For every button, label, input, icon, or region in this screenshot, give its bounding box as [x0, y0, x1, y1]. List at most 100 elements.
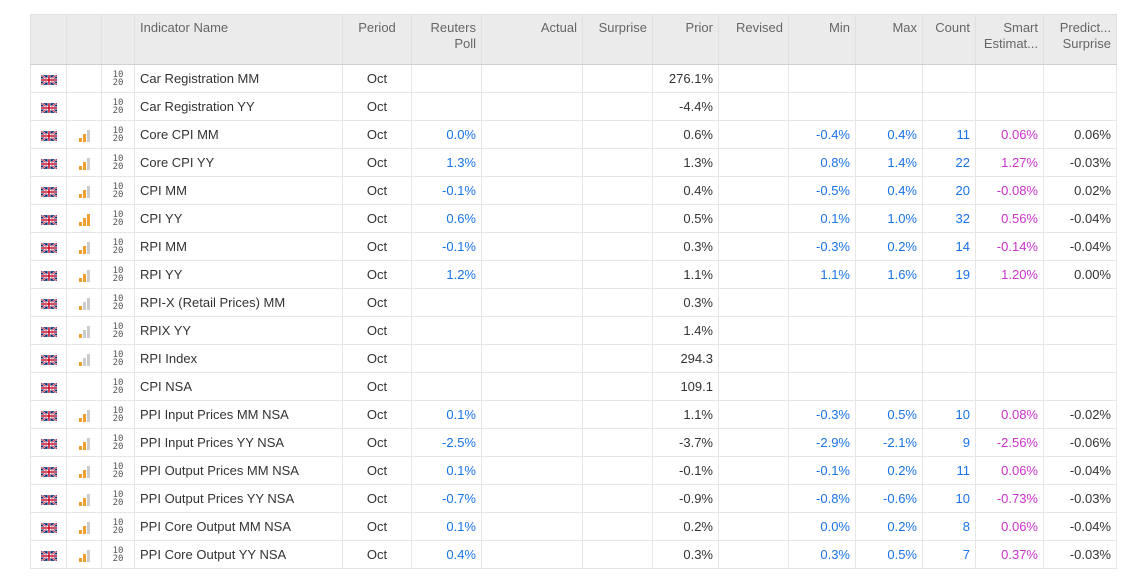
header-period[interactable]: Period	[342, 14, 412, 65]
details-cell[interactable]: 10 20	[101, 372, 135, 401]
data-grid-icon[interactable]: 10 20	[112, 125, 124, 144]
data-grid-icon[interactable]: 10 20	[112, 517, 124, 536]
indicator-name[interactable]: RPI-X (Retail Prices) MM	[134, 288, 343, 317]
table-row[interactable]: 10 20 RPI Index Oct 294.3	[30, 344, 1117, 373]
details-cell[interactable]: 10 20	[101, 148, 135, 177]
details-cell[interactable]: 10 20	[101, 456, 135, 485]
min	[788, 92, 856, 121]
data-grid-icon[interactable]: 10 20	[112, 405, 124, 424]
table-row[interactable]: 10 20 Car Registration YY Oct -4.4%	[30, 92, 1117, 121]
details-cell[interactable]: 10 20	[101, 540, 135, 569]
importance-cell	[66, 372, 102, 401]
table-row[interactable]: 10 20 CPI MM Oct -0.1% 0.4% -0.5% 0.4% 20 -0.08% 0…	[30, 176, 1117, 205]
data-grid-icon[interactable]: 10 20	[112, 489, 124, 508]
table-row[interactable]: 10 20 PPI Core Output YY NSA Oct 0.4% 0.3% 0.3…	[30, 540, 1117, 569]
table-row[interactable]: 10 20 Core CPI YY Oct 1.3% 1.3% 0.8% 1.4% 22 1.27…	[30, 148, 1117, 177]
details-cell[interactable]: 10 20	[101, 92, 135, 121]
details-cell[interactable]: 10 20	[101, 204, 135, 233]
indicator-name[interactable]: Core CPI YY	[134, 148, 343, 177]
details-cell[interactable]: 10 20	[101, 260, 135, 289]
indicator-name[interactable]: CPI MM	[134, 176, 343, 205]
table-row[interactable]: 10 20 Core CPI MM Oct 0.0% 0.6% -0.4% 0.4% 11 0.0…	[30, 120, 1117, 149]
indicator-name[interactable]: Car Registration YY	[134, 92, 343, 121]
data-grid-icon[interactable]: 10 20	[112, 461, 124, 480]
details-cell[interactable]: 10 20	[101, 512, 135, 541]
indicator-name[interactable]: Car Registration MM	[134, 64, 343, 93]
header-predicted-surprise[interactable]: Predict... Surprise	[1043, 14, 1117, 65]
details-cell[interactable]: 10 20	[101, 176, 135, 205]
details-cell[interactable]: 10 20	[101, 484, 135, 513]
details-cell[interactable]: 10 20	[101, 64, 135, 93]
indicator-name[interactable]: PPI Output Prices YY NSA	[134, 484, 343, 513]
data-grid-icon[interactable]: 10 20	[112, 545, 124, 564]
header-icon[interactable]	[101, 14, 135, 65]
flag-cell	[30, 456, 67, 485]
data-grid-icon[interactable]: 10 20	[112, 181, 124, 200]
header-count[interactable]: Count	[922, 14, 976, 65]
table-row[interactable]: 10 20 CPI NSA Oct 109.1	[30, 372, 1117, 401]
details-cell[interactable]: 10 20	[101, 400, 135, 429]
surprise	[582, 484, 653, 513]
indicator-name[interactable]: PPI Core Output MM NSA	[134, 512, 343, 541]
table-row[interactable]: 10 20 RPIX YY Oct 1.4%	[30, 316, 1117, 345]
header-prior[interactable]: Prior	[652, 14, 719, 65]
table-row[interactable]: 10 20 PPI Input Prices YY NSA Oct -2.5% -3.7%…	[30, 428, 1117, 457]
indicator-name[interactable]: PPI Input Prices YY NSA	[134, 428, 343, 457]
importance-bar	[86, 493, 90, 506]
header-indicator-name[interactable]: Indicator Name	[134, 14, 343, 65]
header-min[interactable]: Min	[788, 14, 856, 65]
data-grid-icon[interactable]: 10 20	[112, 209, 124, 228]
indicator-name[interactable]: PPI Output Prices MM NSA	[134, 456, 343, 485]
data-grid-icon[interactable]: 10 20	[112, 321, 124, 340]
importance-bar	[82, 497, 86, 506]
table-row[interactable]: 10 20 RPI-X (Retail Prices) MM Oct 0.3%	[30, 288, 1117, 317]
data-grid-icon[interactable]: 10 20	[112, 349, 124, 368]
data-grid-icon[interactable]: 10 20	[112, 69, 124, 88]
indicator-name[interactable]: RPIX YY	[134, 316, 343, 345]
header-importance[interactable]	[66, 14, 102, 65]
indicator-name[interactable]: Core CPI MM	[134, 120, 343, 149]
header-flag[interactable]	[30, 14, 67, 65]
header-revised[interactable]: Revised	[718, 14, 789, 65]
indicator-name[interactable]: PPI Core Output YY NSA	[134, 540, 343, 569]
max: 0.4%	[855, 120, 923, 149]
data-grid-icon[interactable]: 10 20	[112, 265, 124, 284]
table-row[interactable]: 10 20 PPI Output Prices MM NSA Oct 0.1% -0.1%…	[30, 456, 1117, 485]
importance-bar	[86, 157, 90, 170]
details-cell[interactable]: 10 20	[101, 344, 135, 373]
table-row[interactable]: 10 20 RPI MM Oct -0.1% 0.3% -0.3% 0.2% 14 -0.14% -…	[30, 232, 1117, 261]
data-grid-icon[interactable]: 10 20	[112, 153, 124, 172]
indicator-name[interactable]: RPI Index	[134, 344, 343, 373]
data-grid-icon[interactable]: 10 20	[112, 377, 124, 396]
details-cell[interactable]: 10 20	[101, 316, 135, 345]
table-row[interactable]: 10 20 CPI YY Oct 0.6% 0.5% 0.1% 1.0% 32 0.56% -0.0…	[30, 204, 1117, 233]
header-max[interactable]: Max	[855, 14, 923, 65]
data-grid-icon[interactable]: 10 20	[112, 97, 124, 116]
data-grid-icon[interactable]: 10 20	[112, 293, 124, 312]
max	[855, 372, 923, 401]
data-grid-icon[interactable]: 10 20	[112, 433, 124, 452]
table-row[interactable]: 10 20 Car Registration MM Oct 276.1%	[30, 64, 1117, 93]
table-row[interactable]: 10 20 PPI Input Prices MM NSA Oct 0.1% 1.1% -0…	[30, 400, 1117, 429]
indicator-name[interactable]: CPI NSA	[134, 372, 343, 401]
table-row[interactable]: 10 20 PPI Core Output MM NSA Oct 0.1% 0.2% 0.0…	[30, 512, 1117, 541]
details-cell[interactable]: 10 20	[101, 288, 135, 317]
details-cell[interactable]: 10 20	[101, 428, 135, 457]
details-cell[interactable]: 10 20	[101, 120, 135, 149]
indicator-name[interactable]: RPI YY	[134, 260, 343, 289]
header-smart-estimate[interactable]: Smart Estimat...	[975, 14, 1044, 65]
data-grid-icon[interactable]: 10 20	[112, 237, 124, 256]
header-surprise[interactable]: Surprise	[582, 14, 653, 65]
indicator-name[interactable]: PPI Input Prices MM NSA	[134, 400, 343, 429]
table-row[interactable]: 10 20 RPI YY Oct 1.2% 1.1% 1.1% 1.6% 19 1.20% 0.00…	[30, 260, 1117, 289]
indicator-name[interactable]: RPI MM	[134, 232, 343, 261]
header-actual[interactable]: Actual	[481, 14, 583, 65]
details-cell[interactable]: 10 20	[101, 232, 135, 261]
indicator-name[interactable]: CPI YY	[134, 204, 343, 233]
header-reuters-poll[interactable]: Reuters Poll	[411, 14, 482, 65]
importance-bars-icon	[78, 325, 90, 338]
revised	[718, 484, 789, 513]
table-row[interactable]: 10 20 PPI Output Prices YY NSA Oct -0.7% -0.9…	[30, 484, 1117, 513]
flag-cell	[30, 260, 67, 289]
max: 0.2%	[855, 456, 923, 485]
